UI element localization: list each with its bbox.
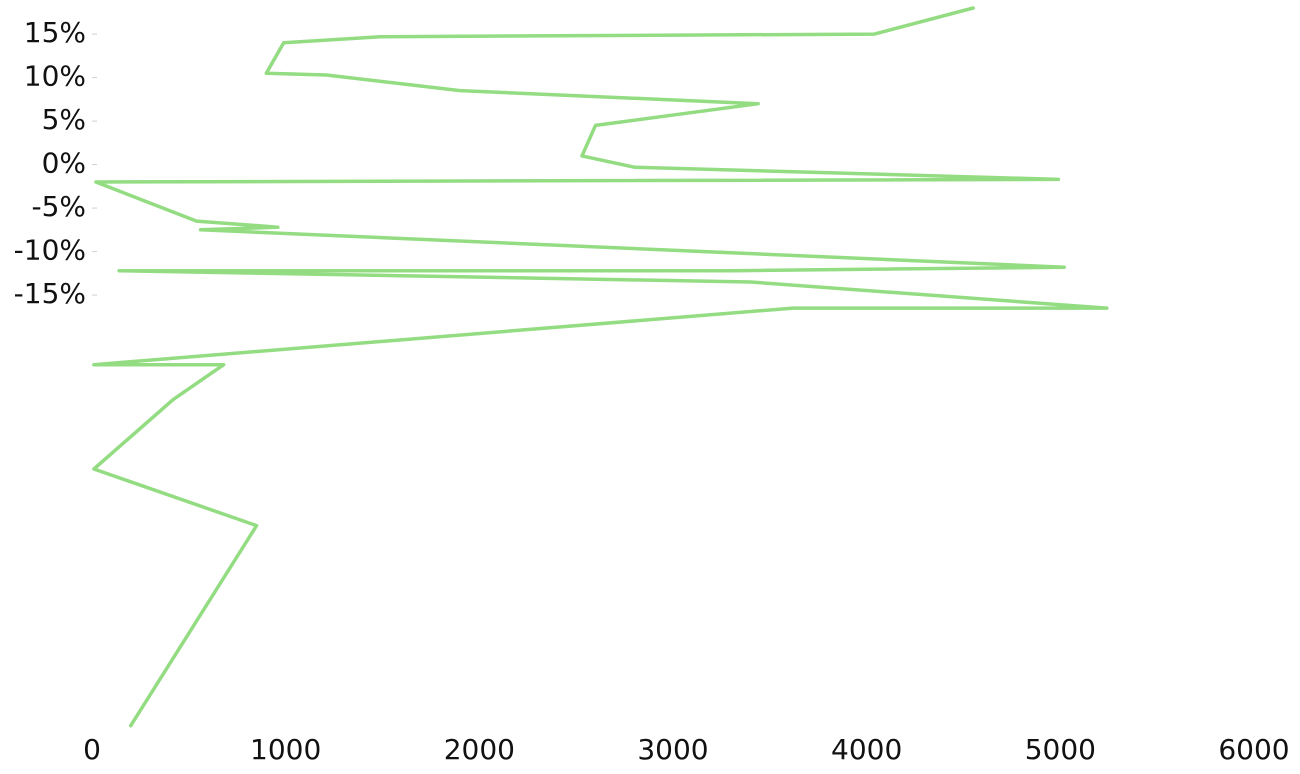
x-tick-label: 6000 — [1218, 733, 1289, 766]
x-tick-label: 4000 — [831, 733, 902, 766]
series-line — [92, 6, 1109, 728]
y-tick-label: 5% — [42, 103, 86, 136]
x-axis-ticks: 0 1000 2000 3000 4000 5000 6000 — [83, 733, 1290, 766]
y-axis-ticks: 15% 10% 5% 0% -5% -10% -15% — [14, 16, 97, 310]
y-tick-label: -5% — [31, 190, 86, 223]
x-tick-label: 5000 — [1025, 733, 1096, 766]
y-tick-label: -15% — [14, 277, 86, 310]
x-tick-label: 2000 — [444, 733, 515, 766]
y-tick-label: 15% — [24, 16, 86, 49]
y-tick-label: -10% — [14, 234, 86, 267]
y-tick-label: 10% — [24, 60, 86, 93]
x-tick-label: 1000 — [250, 733, 321, 766]
y-tick-label: 0% — [42, 147, 86, 180]
x-tick-label: 3000 — [637, 733, 708, 766]
x-tick-label: 0 — [83, 733, 101, 766]
series-layer — [92, 6, 1109, 728]
